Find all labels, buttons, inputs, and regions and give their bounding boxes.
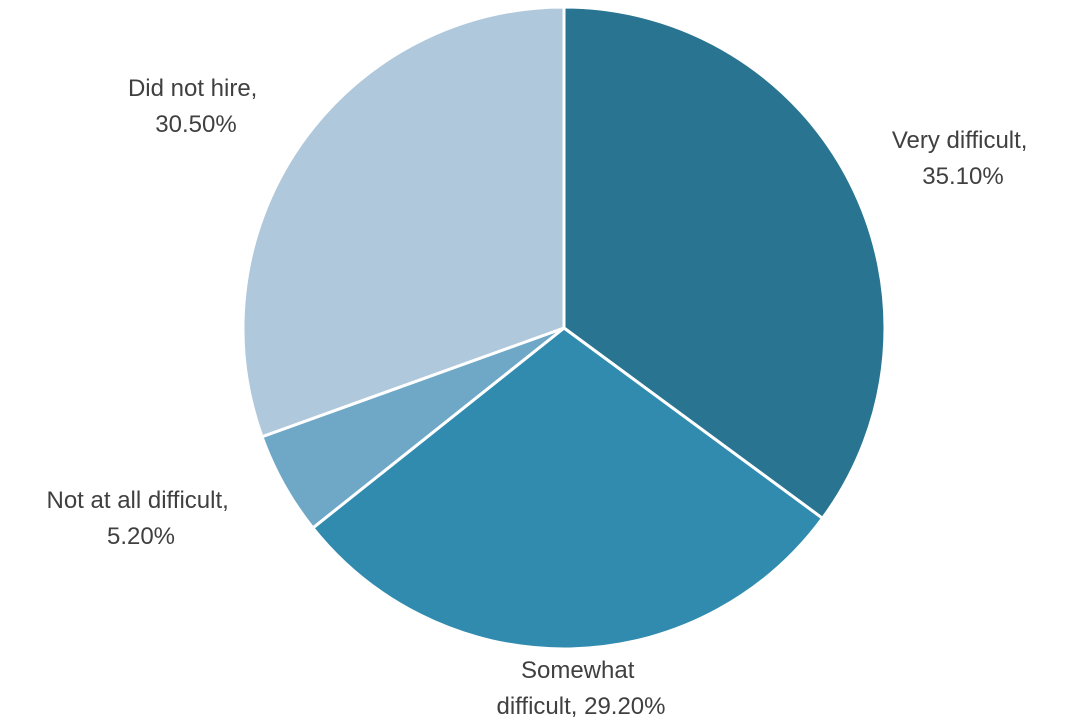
slice-label-very-difficult-line-1: Very difficult, — [892, 127, 1028, 154]
slice-label-somewhat-difficult: Somewhat difficult, 29.20% — [497, 657, 666, 720]
slice-label-did-not-hire-line-1: Did not hire, — [128, 75, 257, 102]
slice-label-somewhat-difficult-line-1: Somewhat — [521, 657, 635, 684]
pie-labels: Very difficult, 35.10% Somewhat difficul… — [47, 75, 1034, 720]
slice-label-very-difficult: Very difficult, 35.10% — [892, 127, 1034, 190]
slice-label-somewhat-difficult-line-2: difficult, 29.20% — [497, 693, 666, 720]
pie-slice-very-difficult — [562, 5, 887, 520]
slice-label-did-not-hire: Did not hire, 30.50% — [128, 75, 264, 138]
slice-label-not-at-all-difficult-line-2: 5.20% — [107, 523, 175, 550]
slice-label-did-not-hire-line-2: 30.50% — [155, 111, 236, 138]
pie-slice-somewhat-difficult — [311, 326, 824, 651]
pie-slice-did-not-hire — [241, 5, 566, 439]
slice-label-not-at-all-difficult-line-1: Not at all difficult, — [47, 487, 229, 514]
slice-label-not-at-all-difficult: Not at all difficult, 5.20% — [47, 487, 236, 550]
pie-slices — [241, 5, 887, 651]
slice-label-very-difficult-line-2: 35.10% — [922, 163, 1003, 190]
